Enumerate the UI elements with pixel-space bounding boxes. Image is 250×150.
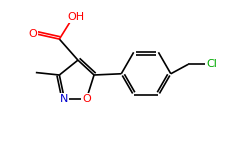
Text: O: O xyxy=(28,29,37,39)
Text: O: O xyxy=(82,94,91,103)
Text: N: N xyxy=(60,94,68,103)
Text: Cl: Cl xyxy=(206,59,218,69)
Text: OH: OH xyxy=(68,12,85,22)
